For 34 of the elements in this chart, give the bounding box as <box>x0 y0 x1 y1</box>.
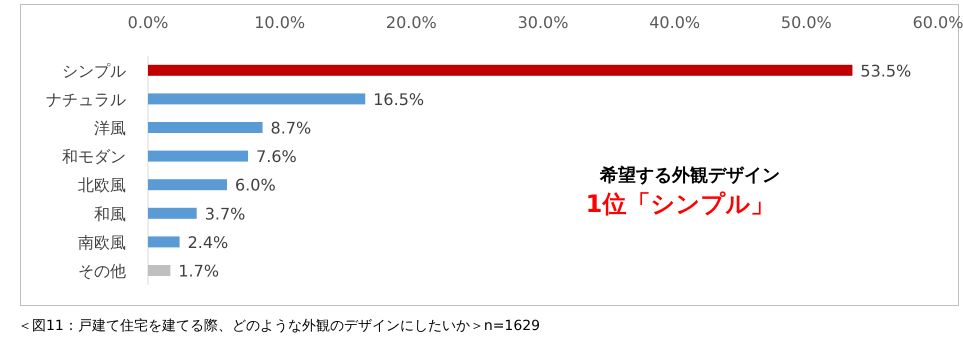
y-tick-label: その他 <box>78 262 126 280</box>
y-tick-label: 洋風 <box>94 118 126 138</box>
data-label: 7.6% <box>256 147 297 166</box>
x-tick-label: 50.0% <box>780 13 832 32</box>
bar <box>148 265 170 276</box>
bar <box>148 208 197 219</box>
x-tick-label: 0.0% <box>128 13 168 32</box>
data-label: 16.5% <box>373 90 424 109</box>
x-tick-label: 10.0% <box>254 13 306 32</box>
x-tick-label: 40.0% <box>649 13 700 32</box>
data-label: 6.0% <box>235 176 276 195</box>
data-label: 3.7% <box>204 204 246 224</box>
y-tick-label: 北欧風 <box>78 176 126 195</box>
bar <box>148 64 852 76</box>
x-tick-label: 30.0% <box>518 13 568 32</box>
text: ＜図11：戸建て住宅を建てる際、どのような外観のデザインにしたいか＞n=1629 <box>18 318 540 334</box>
data-label: 8.7% <box>270 118 312 138</box>
x-tick-label: 60.0% <box>912 13 963 32</box>
x-tick-label: 20.0% <box>386 13 437 32</box>
data-label: 2.4% <box>188 232 228 252</box>
y-tick-label: ナチュラル <box>46 90 126 109</box>
annotation: 1位「シンプル」 <box>586 190 774 218</box>
bar <box>148 122 263 133</box>
y-tick-label: 和風 <box>94 204 126 224</box>
y-tick-label: シンプル <box>62 61 126 80</box>
y-tick-label: 和モダン <box>62 147 126 166</box>
bar <box>148 150 248 162</box>
bar <box>148 179 227 190</box>
y-tick-label: 南欧風 <box>78 232 126 252</box>
data-label: 53.5% <box>860 61 912 80</box>
data-label: 1.7% <box>178 262 220 280</box>
bar <box>148 236 180 248</box>
bar <box>148 93 366 104</box>
annotation: 希望する外観デザイン <box>599 165 780 186</box>
